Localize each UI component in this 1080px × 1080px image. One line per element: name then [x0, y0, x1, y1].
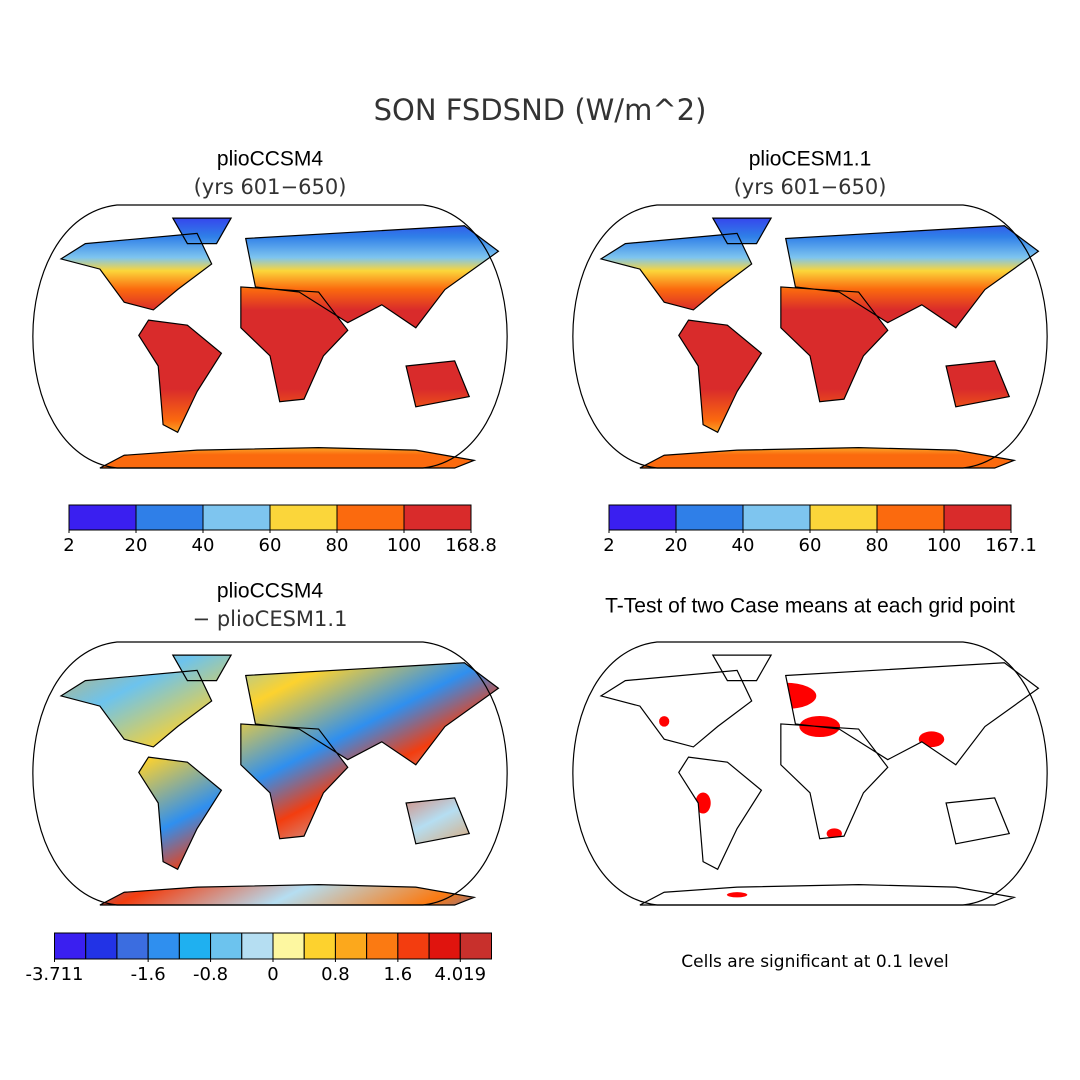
panel-note: Cells are significant at 0.1 level: [681, 952, 948, 972]
colorbar-box: [241, 932, 274, 960]
colorbar-label: -3.711: [25, 964, 83, 985]
panel-title: plioCCSM4: [217, 148, 324, 171]
colorbar-box: [303, 932, 336, 960]
colorbar-box: [202, 504, 271, 531]
coastline: [59, 217, 500, 469]
significant-cells: [918, 731, 945, 748]
colorbar-label: 80: [326, 535, 349, 556]
map-panel: T-Test of two Case means at each grid po…: [572, 595, 1048, 972]
colorbar-label: 100: [387, 535, 421, 556]
colorbar-box: [459, 932, 492, 960]
map-panel: plioCESM1.1 (yrs 601−650) 2 20 40 60 80 100 167.…: [572, 148, 1048, 556]
colorbar-label: -1.6: [131, 964, 166, 985]
colorbar-box: [135, 504, 204, 531]
colorbar-label: -0.8: [193, 964, 228, 985]
coastline: [59, 654, 500, 906]
colorbar-box: [334, 932, 368, 960]
panel-title: plioCCSM4: [217, 580, 324, 603]
map-border: [572, 641, 1048, 906]
colorbar-label: 0.8: [321, 964, 350, 985]
colorbar-box: [272, 932, 305, 960]
colorbar-box: [608, 504, 677, 531]
panel-subtitle: (yrs 601−650): [734, 175, 887, 199]
map-border: [32, 204, 508, 469]
colorbar-label: 20: [125, 535, 148, 556]
colorbar-box: [397, 932, 430, 960]
colorbar-box: [428, 932, 461, 960]
panel-subtitle: (yrs 601−650): [194, 175, 347, 199]
colorbar-box: [68, 504, 137, 531]
map-border: [572, 204, 1048, 469]
colorbar-label: 4.019: [435, 964, 487, 985]
colorbar-label: 100: [927, 535, 961, 556]
colorbar-box: [85, 932, 118, 960]
colorbar-label: 40: [192, 535, 215, 556]
colorbar-box: [210, 932, 243, 960]
map-panel: plioCCSM4 − plioCESM1.1 -3.711 -1.6 -0.8 0 0.8…: [25, 580, 508, 985]
colorbar-box: [809, 504, 878, 531]
colorbar-label: 2: [63, 535, 74, 556]
colorbar-box: [269, 504, 338, 531]
colorbar-box: [178, 932, 212, 960]
significant-cells: [659, 716, 670, 727]
panel-subtitle: − plioCESM1.1: [193, 607, 348, 631]
colorbar-label: 20: [665, 535, 688, 556]
colorbar-box: [943, 504, 1012, 531]
colorbar-label: 2: [603, 535, 614, 556]
colorbar-box: [366, 932, 399, 960]
colorbar-label: 40: [732, 535, 755, 556]
significant-cells: [726, 892, 748, 898]
colorbar-box: [675, 504, 744, 531]
colorbar-box: [336, 504, 405, 531]
colorbar-box: [403, 504, 472, 531]
land-field: [61, 655, 499, 905]
colorbar-label: 167.1: [985, 535, 1037, 556]
colorbar-box: [54, 932, 87, 960]
colorbar-label: 0: [267, 964, 278, 985]
colorbar-label: 1.6: [384, 964, 413, 985]
colorbar-box: [742, 504, 811, 531]
colorbar-label: 80: [866, 535, 889, 556]
panel-title: plioCESM1.1: [749, 148, 872, 171]
colorbar-box: [147, 932, 180, 960]
map-panel: plioCCSM4 (yrs 601−650) 2 20 40 60 80 100 168.8: [32, 148, 508, 556]
colorbar-box: [116, 932, 149, 960]
significant-cells: [755, 682, 817, 710]
colorbar-label: 60: [259, 535, 282, 556]
land-field: [601, 218, 1039, 468]
coastline: [599, 217, 1040, 469]
colorbar-label: 168.8: [445, 535, 497, 556]
coastline: [599, 654, 1040, 906]
colorbar-label: 60: [799, 535, 822, 556]
figure-title: SON FSDSND (W/m^2): [374, 93, 707, 127]
map-border: [32, 641, 508, 906]
panel-title: T-Test of two Case means at each grid po…: [605, 595, 1015, 618]
land-field: [61, 218, 499, 468]
colorbar-box: [876, 504, 945, 531]
